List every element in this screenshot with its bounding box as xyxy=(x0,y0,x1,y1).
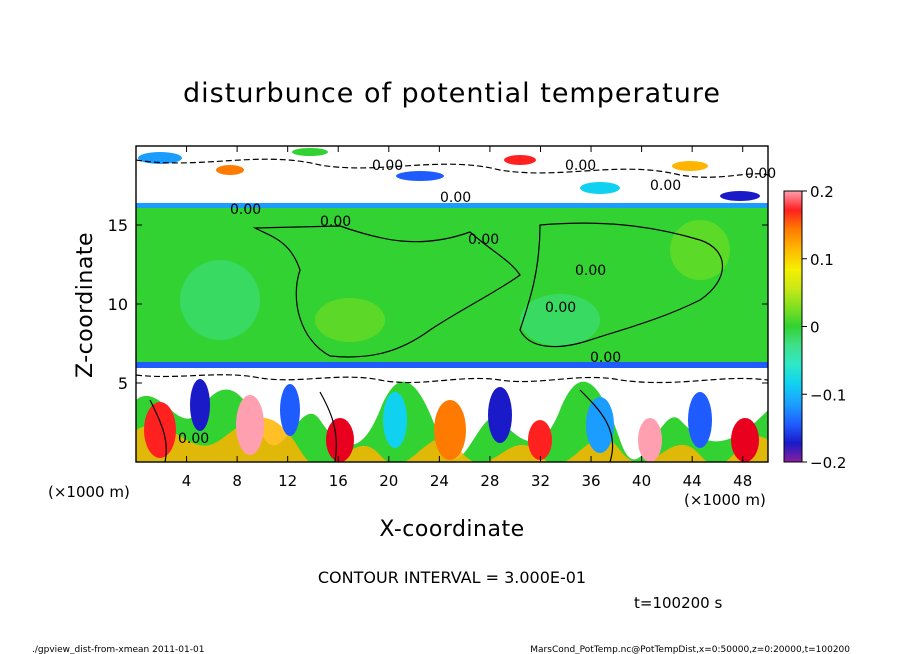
y-tick-label: 10 xyxy=(108,295,128,314)
contour-label: 0.00 xyxy=(440,190,471,206)
contour-lines xyxy=(136,158,768,462)
time-label: t=100200 s xyxy=(634,594,722,612)
x-unit-label-left: (×1000 m) xyxy=(48,483,130,501)
contour-label: 0.00 xyxy=(178,431,209,447)
colorbar-tick-label: 0.2 xyxy=(810,183,834,201)
contour-label: 0.00 xyxy=(320,214,351,230)
neutral-band-texture xyxy=(180,220,730,346)
x-tick-label: 16 xyxy=(329,472,348,490)
colorbar-tick-label: −0.1 xyxy=(810,386,846,404)
y-tick-label: 15 xyxy=(108,216,128,235)
contour-labels: 0.00 0.00 0.00 0.00 0.00 0.00 0.00 0.00 0.00 0.00… xyxy=(178,158,776,447)
x-tick-label: 32 xyxy=(531,472,550,490)
x-axis-label: X-coordinate xyxy=(379,517,524,542)
x-tick-label: 24 xyxy=(430,472,449,490)
y-axis-label: Z-coordinate xyxy=(73,232,98,378)
contour-label: 0.00 xyxy=(468,232,499,248)
contour-label: 0.00 xyxy=(372,158,403,174)
footer-right: MarsCond_PotTemp.nc@PotTempDist,x=0:5000… xyxy=(530,645,850,654)
chart-title: disturbunce of potential temperature xyxy=(183,78,721,109)
colorbar: 0.2 0.1 0 −0.1 −0.2 xyxy=(783,183,846,472)
contour-label: 0.00 xyxy=(230,202,261,218)
colorbar-tick-label: 0.1 xyxy=(810,251,834,269)
x-tick-label: 8 xyxy=(232,472,242,490)
x-tick-label: 44 xyxy=(683,472,702,490)
contour-label: 0.00 xyxy=(565,158,596,174)
x-tick-label: 4 xyxy=(182,472,192,490)
x-tick-label: 20 xyxy=(379,472,398,490)
contour-label: 0.00 xyxy=(575,263,606,279)
contour-label: 0.00 xyxy=(545,300,576,316)
colorbar-tick-label: −0.2 xyxy=(810,454,846,472)
colorbar-ticks: 0.2 0.1 0 −0.1 −0.2 xyxy=(802,183,846,472)
x-tick-label: 28 xyxy=(480,472,499,490)
upper-disturbance-band xyxy=(136,146,768,209)
x-tick-label: 12 xyxy=(278,472,297,490)
colorbar-scale xyxy=(783,190,803,463)
footer-left: ./gpview_dist-from-xmean 2011-01-01 xyxy=(32,645,204,654)
x-axis: 4 8 12 16 20 24 28 32 36 40 44 48 xyxy=(182,146,752,490)
contour-label: 0.00 xyxy=(590,350,621,366)
plot-area xyxy=(136,146,768,462)
contour-label: 0.00 xyxy=(745,166,776,182)
x-tick-label: 40 xyxy=(632,472,651,490)
x-unit-label-right: (×1000 m) xyxy=(684,491,766,509)
lower-disturbance-band xyxy=(136,362,768,462)
contour-label: 0.00 xyxy=(650,178,681,194)
colorbar-tick-label: 0 xyxy=(810,319,820,337)
y-axis: 5 10 15 xyxy=(108,216,768,393)
x-tick-label: 36 xyxy=(581,472,600,490)
contour-interval: CONTOUR INTERVAL = 3.000E-01 xyxy=(318,568,586,587)
y-tick-label: 5 xyxy=(118,374,128,393)
x-tick-label: 48 xyxy=(733,472,752,490)
